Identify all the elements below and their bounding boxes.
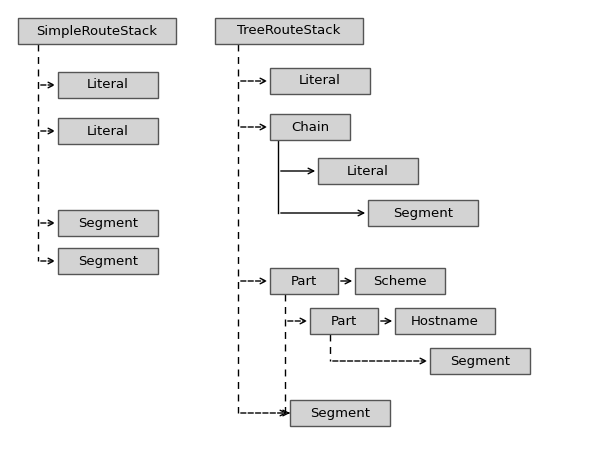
Bar [58,210,158,236]
Text: Segment: Segment [450,355,510,367]
Text: Segment: Segment [78,254,138,267]
Text: Scheme: Scheme [373,274,427,288]
Text: TreeRouteStack: TreeRouteStack [237,24,341,37]
Text: Hostname: Hostname [411,314,479,327]
Text: Segment: Segment [393,207,453,219]
Text: SimpleRouteStack: SimpleRouteStack [36,24,157,37]
Text: Part: Part [291,274,317,288]
Bar [58,248,158,274]
Bar [58,72,158,98]
Bar [430,348,530,374]
Bar [310,308,378,334]
Text: Segment: Segment [310,407,370,420]
Bar [290,400,390,426]
Text: Literal: Literal [87,78,129,91]
Bar [368,200,478,226]
Text: Literal: Literal [299,75,341,88]
Bar [58,118,158,144]
Bar [270,68,370,94]
Bar [395,308,495,334]
Bar [18,18,176,44]
Bar [270,268,338,294]
Text: Literal: Literal [347,165,389,177]
Bar [355,268,445,294]
Text: Literal: Literal [87,124,129,137]
Bar [270,114,350,140]
Bar [215,18,363,44]
Text: Part: Part [331,314,357,327]
Bar [318,158,418,184]
Text: Chain: Chain [291,120,329,134]
Text: Segment: Segment [78,217,138,230]
